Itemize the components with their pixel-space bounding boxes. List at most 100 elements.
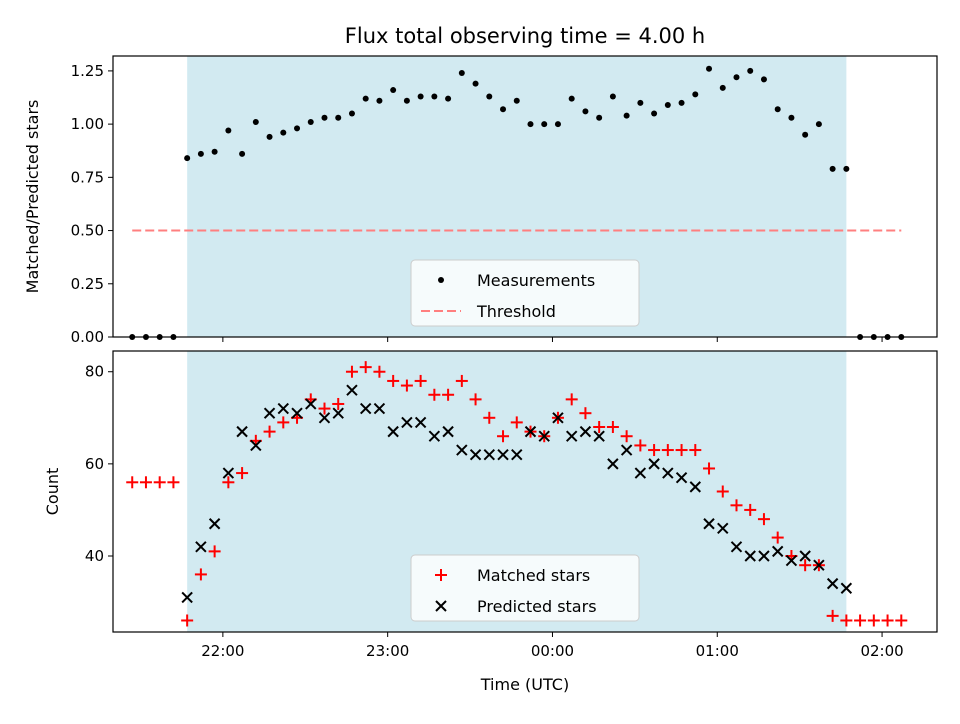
matched-star-point <box>194 568 207 581</box>
measurement-point <box>390 87 397 94</box>
measurement-point <box>802 131 809 138</box>
measurement-point <box>664 101 671 108</box>
predicted-star-point <box>730 541 743 553</box>
matched-star-point <box>510 416 523 429</box>
y-tick-label: 60 <box>85 455 104 473</box>
matched-star-point <box>757 513 770 526</box>
matched-star-point <box>579 407 592 420</box>
predicted-star-point <box>346 384 358 396</box>
y-tick-label: 1.00 <box>71 115 104 133</box>
predicted-star-point <box>277 402 290 415</box>
predicted-star-point <box>607 458 619 470</box>
matched-star-point <box>263 425 276 438</box>
y-tick-label: 0.75 <box>71 168 104 186</box>
predicted-star-point <box>442 425 454 438</box>
predicted-star-point <box>771 545 784 558</box>
matched-star-point <box>208 545 221 558</box>
matched-star-point <box>483 411 496 424</box>
predicted-star-point <box>483 448 496 461</box>
measurement-point <box>692 91 699 98</box>
measurement-point <box>637 99 644 106</box>
predicted-star-point <box>552 412 564 424</box>
measurement-point <box>554 121 561 128</box>
y-tick-label: 0.25 <box>71 275 104 293</box>
measurement-point <box>458 70 465 77</box>
measurement-point <box>719 84 726 91</box>
measurement-point <box>376 97 383 104</box>
matched-star-point <box>442 388 455 401</box>
measurement-point <box>403 97 410 104</box>
matched-star-point <box>867 614 880 627</box>
legend-marker-predicted <box>435 600 447 612</box>
ratio-panel: 0.00 0.25 0.50 0.75 1.00 1.25 Matched/Predicte… <box>23 55 938 346</box>
predicted-star-point <box>456 444 468 456</box>
y-axis-label: Matched/Predicted stars <box>23 100 42 294</box>
matched-star-point <box>428 388 441 401</box>
predicted-star-point <box>662 467 674 479</box>
predicted-star-point <box>401 416 413 429</box>
matched-star-point <box>497 430 510 443</box>
y-tick-label: 1.25 <box>71 62 104 80</box>
measurement-point <box>706 65 713 72</box>
matched-star-point <box>703 462 716 475</box>
legend-label: Predicted stars <box>477 597 597 616</box>
matched-star-point <box>565 393 578 406</box>
measurement-point <box>788 114 795 121</box>
y-axis-label: Count <box>43 468 62 516</box>
legend-marker-measurements <box>438 277 444 283</box>
predicted-star-point <box>744 550 756 562</box>
predicted-star-point <box>208 518 221 530</box>
matched-star-point <box>126 476 139 489</box>
legend: Measurements Threshold <box>410 259 640 327</box>
measurement-point <box>829 165 836 172</box>
measurement-point <box>239 150 246 157</box>
matched-star-point <box>689 444 702 457</box>
matched-star-point <box>167 476 180 489</box>
predicted-star-point <box>511 448 523 461</box>
matched-star-point <box>661 444 674 457</box>
measurement-point <box>747 67 754 74</box>
y-tick-label: 40 <box>85 547 104 565</box>
predicted-star-point <box>826 577 839 590</box>
measurement-point <box>733 74 740 81</box>
x-tick-label: 01:00 <box>696 642 739 660</box>
matched-star-point <box>826 609 839 622</box>
matched-star-point <box>345 365 358 378</box>
matched-star-point <box>840 614 853 627</box>
measurement-point <box>417 93 424 100</box>
predicted-star-point <box>387 425 399 438</box>
measurement-point <box>335 114 342 121</box>
legend: Matched stars Predicted stars <box>410 554 640 622</box>
legend-label: Measurements <box>477 271 595 290</box>
predicted-star-point <box>373 402 386 415</box>
predicted-star-point <box>813 559 825 571</box>
matched-star-point <box>593 421 606 434</box>
x-axis-label: Time (UTC) <box>480 675 569 694</box>
matched-star-point <box>387 374 400 387</box>
matched-star-point <box>771 531 784 544</box>
measurement-point <box>266 133 273 140</box>
measurement-point <box>500 106 507 113</box>
measurement-point <box>541 121 548 128</box>
measurement-point <box>225 127 232 134</box>
legend-box <box>410 259 640 327</box>
matched-star-point <box>744 503 757 516</box>
measurement-point <box>280 129 287 136</box>
predicted-star-point <box>593 430 605 442</box>
y-tick-label: 80 <box>85 363 104 381</box>
matched-star-point <box>895 614 908 627</box>
measurement-point <box>445 95 452 102</box>
axes-frame <box>112 350 938 633</box>
predicted-star-point <box>703 518 715 530</box>
matched-star-point <box>153 476 166 489</box>
predicted-star-point <box>758 550 770 562</box>
predicted-star-point <box>222 467 235 479</box>
matched-star-point <box>881 614 894 627</box>
chart-title: Flux total observing time = 4.00 h <box>345 24 705 48</box>
measurement-point <box>486 93 493 100</box>
predicted-star-point <box>332 407 344 419</box>
predicted-star-point <box>291 407 303 419</box>
predicted-star-point <box>799 550 811 562</box>
measurement-point <box>760 76 767 83</box>
